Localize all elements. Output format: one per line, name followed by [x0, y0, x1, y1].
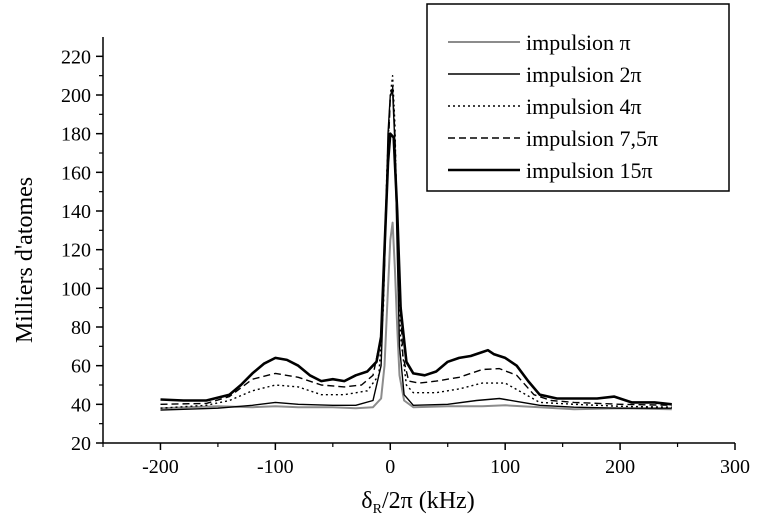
- series-line-2: [160, 90, 672, 411]
- y-tick-label: 180: [61, 124, 91, 146]
- legend-box: [426, 3, 730, 192]
- y-tick-label: 140: [61, 201, 91, 223]
- axes-layer: [102, 37, 735, 444]
- y-tick-label: 20: [71, 433, 91, 455]
- legend: impulsion π impulsion 2π impulsion 4π impul…: [426, 3, 730, 192]
- y-tick-label: 120: [61, 240, 91, 262]
- legend-label-5: impulsion 15π: [526, 158, 653, 183]
- legend-label-2: impulsion 2π: [526, 62, 642, 87]
- y-tick-label: 60: [71, 356, 91, 378]
- legend-label-4: impulsion 7,5π: [526, 126, 658, 151]
- y-tick-label: 220: [61, 46, 91, 68]
- ticks-layer: 20 40 60 80 100 120 140 160 180 200 220 -200 -100 0 10…: [61, 46, 750, 478]
- x-axis-title: δR/2π (kHz): [361, 488, 474, 517]
- legend-label-3: impulsion 4π: [526, 94, 642, 119]
- x-tick-label: 200: [605, 456, 635, 478]
- series-line-4: [160, 84, 672, 406]
- series-line-1: [160, 221, 672, 411]
- series-layer: [160, 75, 672, 411]
- x-tick-label: 100: [490, 456, 520, 478]
- x-axis-title-subscript: R: [373, 502, 383, 517]
- series-line-5: [160, 132, 672, 406]
- x-tick-label: -200: [142, 456, 179, 478]
- y-tick-label: 160: [61, 162, 91, 184]
- y-tick-label: 80: [71, 317, 91, 339]
- x-tick-label: 300: [720, 456, 750, 478]
- y-tick-label: 40: [71, 394, 91, 416]
- x-tick-label: -100: [257, 456, 294, 478]
- x-axis-title-symbol: δ: [361, 488, 372, 514]
- y-tick-label: 100: [61, 278, 91, 300]
- legend-label-1: impulsion π: [526, 30, 631, 55]
- y-axis-title: Milliers d'atomes: [12, 177, 38, 343]
- x-axis-title-rest: /2π (kHz): [382, 488, 475, 514]
- y-tick-label: 200: [61, 85, 91, 107]
- x-tick-label: 0: [385, 456, 395, 478]
